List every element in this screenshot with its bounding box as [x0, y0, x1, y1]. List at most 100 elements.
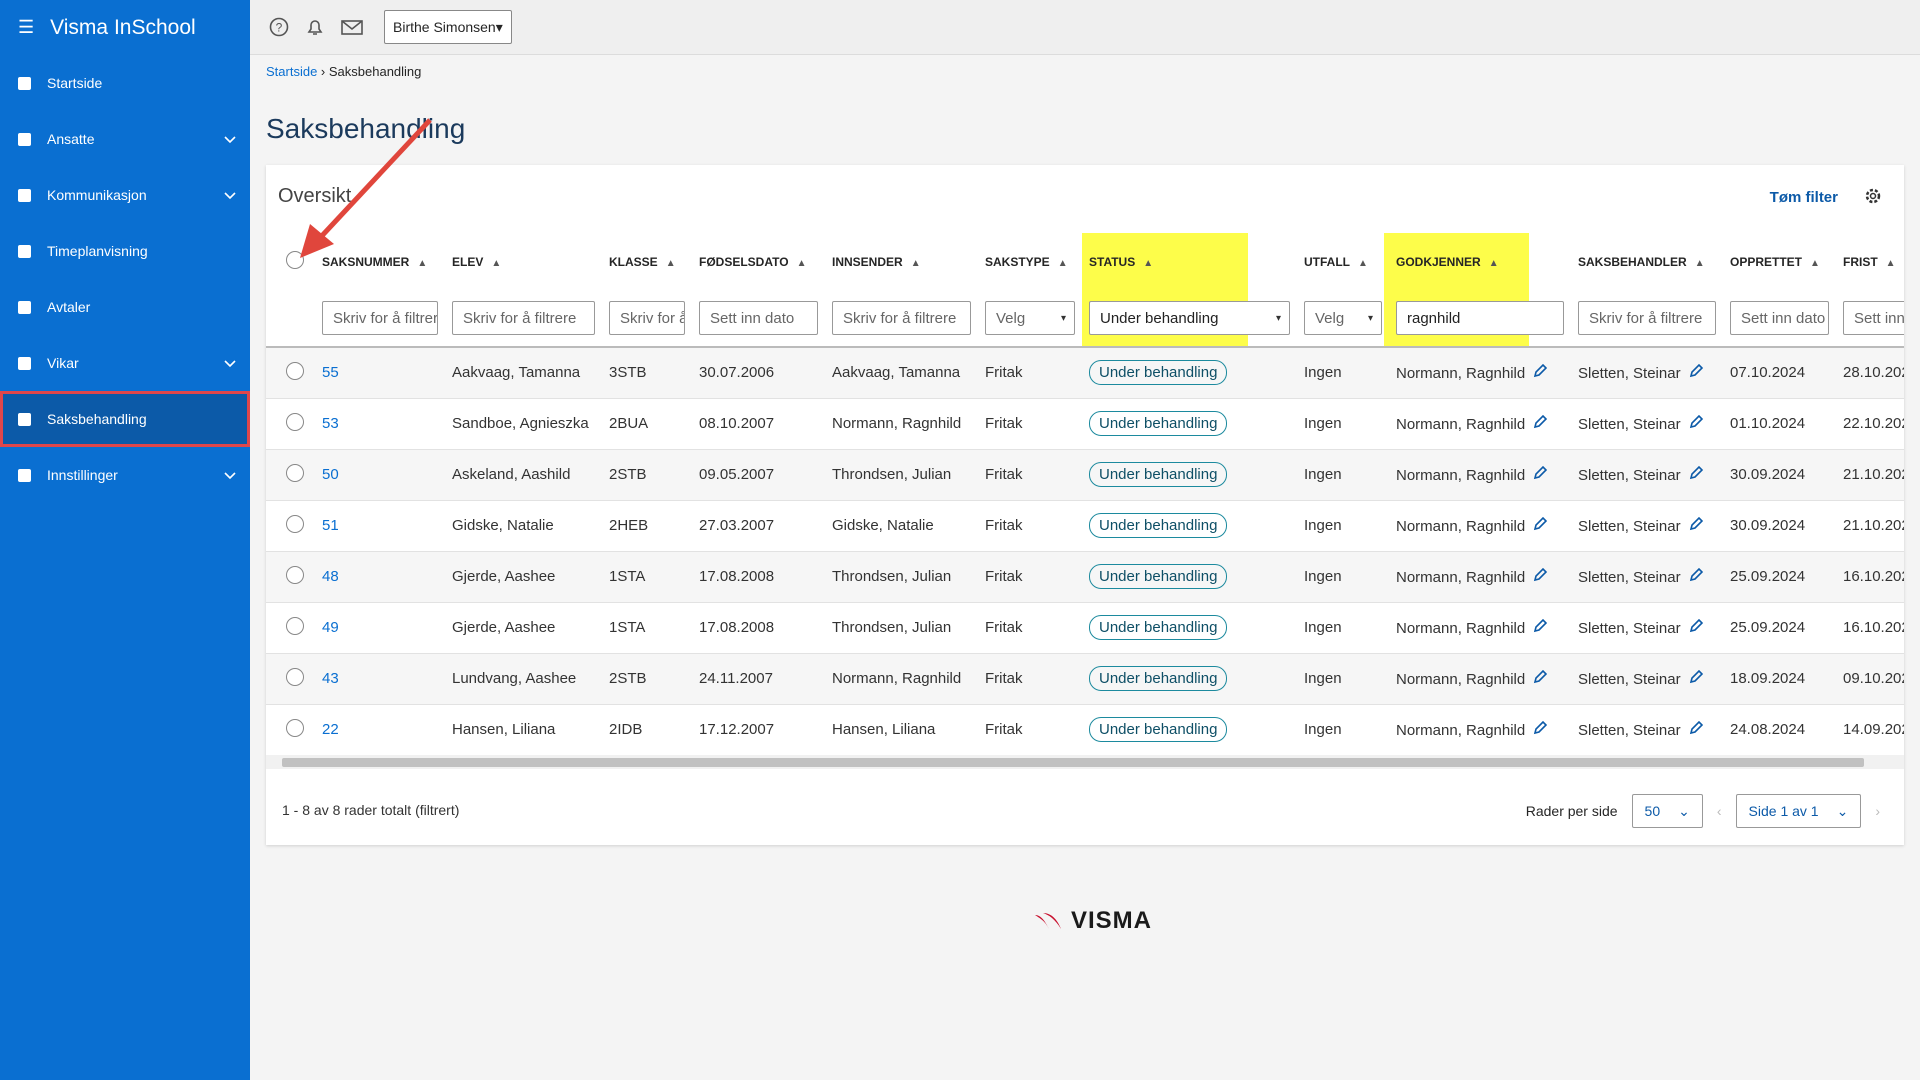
edit-icon[interactable] — [1533, 618, 1548, 637]
table-cell: Normann, Ragnhild — [1390, 653, 1572, 705]
sort-icon: ▲ — [1488, 257, 1499, 269]
row-checkbox[interactable] — [286, 463, 304, 482]
nav-item[interactable]: Vikar — [0, 335, 250, 391]
filter-cell: Skriv for å filtrere — [446, 290, 603, 348]
edit-icon[interactable] — [1533, 465, 1548, 484]
filter-input[interactable]: Sett inn dato — [1843, 301, 1904, 335]
table-cell: 2BUA — [603, 398, 693, 450]
column-header[interactable]: ELEV ▲ — [446, 233, 603, 290]
row-checkbox[interactable] — [286, 616, 304, 635]
filter-text: Skriv for å filtrere — [333, 309, 438, 327]
filter-input[interactable]: Skriv for å filtrere — [322, 301, 438, 335]
row-checkbox[interactable] — [286, 565, 304, 584]
cell-text: Throndsen, Julian — [832, 466, 952, 483]
filter-text: ragnhild — [1407, 309, 1461, 327]
filter-input[interactable]: Under behandling ▾ — [1089, 301, 1290, 335]
edit-icon[interactable] — [1689, 414, 1703, 433]
table-cell: Ingen — [1298, 602, 1390, 654]
filter-input[interactable]: Sett inn dato — [1730, 301, 1829, 335]
case-number[interactable]: 51 — [322, 517, 339, 534]
help-icon[interactable]: ? — [268, 16, 290, 38]
cell-text: Aakvaag, Tamanna — [832, 364, 961, 382]
cell-text: Ingen — [1304, 670, 1342, 687]
page-title: Saksbehandling — [266, 113, 466, 144]
nav-item[interactable]: Ansatte — [0, 111, 250, 167]
column-header[interactable]: SAKSTYPE ▲ — [979, 233, 1083, 290]
row-checkbox[interactable] — [286, 718, 304, 737]
row-checkbox[interactable] — [286, 667, 304, 686]
table-cell: Lundvang, Aashee — [446, 653, 603, 705]
case-number[interactable]: 48 — [322, 568, 339, 585]
edit-icon[interactable] — [1689, 465, 1703, 484]
edit-icon[interactable] — [1533, 720, 1548, 739]
edit-icon[interactable] — [1689, 618, 1703, 637]
scrollbar[interactable] — [266, 755, 1904, 769]
filter-input[interactable]: ragnhild — [1396, 301, 1564, 335]
sort-icon: ▲ — [1810, 257, 1820, 269]
user-menu[interactable]: Birthe Simonsen ▾ — [384, 10, 512, 44]
nav-item[interactable]: Innstillinger — [0, 447, 250, 503]
select-cell — [266, 398, 316, 450]
filter-input[interactable]: Velg ▾ — [1304, 301, 1382, 335]
edit-icon[interactable] — [1533, 516, 1548, 535]
brand: ☰ Visma InSchool — [18, 15, 196, 39]
nav-item[interactable]: Startside — [0, 55, 250, 111]
case-number[interactable]: 55 — [322, 364, 339, 382]
cell-text: Fritak — [985, 568, 1023, 585]
edit-icon[interactable] — [1689, 363, 1703, 382]
select-all[interactable] — [286, 251, 304, 269]
filter-input[interactable]: Skriv for å filtrere — [609, 301, 685, 335]
table-cell: Normann, Ragnhild — [1390, 347, 1572, 399]
clear-filter[interactable]: Tøm filter — [1769, 189, 1838, 206]
cell-text: Fritak — [985, 517, 1023, 534]
filter-input[interactable]: Skriv for å filtrere — [452, 301, 595, 335]
mail-icon[interactable] — [340, 16, 364, 38]
rows-per-page-select[interactable]: 50 ⌄ — [1631, 794, 1703, 828]
filter-input[interactable]: Skriv for å filtrere — [1578, 301, 1716, 335]
select-cell — [266, 551, 316, 603]
column-header[interactable]: SAKSBEHANDLER ▲ — [1572, 233, 1724, 290]
table-cell: Under behandling — [1083, 602, 1298, 654]
column-header[interactable]: INNSENDER ▲ — [826, 233, 979, 290]
column-header[interactable]: GODKJENNER ▲ — [1390, 233, 1572, 290]
row-checkbox[interactable] — [286, 412, 304, 431]
edit-icon[interactable] — [1533, 363, 1548, 382]
column-header[interactable]: STATUS ▲ — [1083, 233, 1298, 290]
edit-icon[interactable] — [1689, 516, 1703, 535]
nav-item[interactable]: Avtaler — [0, 279, 250, 335]
table-cell: Ingen — [1298, 551, 1390, 603]
edit-icon[interactable] — [1533, 414, 1548, 433]
filter-input[interactable]: Velg ▾ — [985, 301, 1075, 335]
column-header[interactable]: SAKSNUMMER ▲ — [316, 233, 446, 290]
case-number[interactable]: 22 — [322, 721, 339, 738]
case-number[interactable]: 53 — [322, 415, 339, 432]
row-checkbox[interactable] — [286, 361, 304, 380]
edit-icon[interactable] — [1533, 669, 1548, 688]
filter-input[interactable]: Skriv for å filtrere — [832, 301, 971, 335]
edit-icon[interactable] — [1689, 669, 1703, 688]
bell-icon[interactable] — [304, 16, 326, 38]
breadcrumb-link[interactable]: Startside — [266, 64, 318, 79]
filter-input[interactable]: Sett inn dato — [699, 301, 818, 335]
column-header[interactable]: FRIST ▲ — [1837, 233, 1904, 290]
nav-item[interactable]: Kommunikasjon — [0, 167, 250, 223]
edit-icon[interactable] — [1689, 567, 1703, 586]
case-number[interactable]: 49 — [322, 619, 339, 636]
case-number[interactable]: 50 — [322, 466, 339, 483]
cell-text: 3STB — [609, 364, 647, 382]
row-checkbox[interactable] — [286, 514, 304, 533]
edit-icon[interactable] — [1533, 567, 1548, 586]
column-header[interactable]: FØDSELSDATO ▲ — [693, 233, 826, 290]
table-row: 50 Askeland, Aashild 2STB 09.05.2007 Thronds… — [266, 449, 1904, 501]
cell-text: Normann, Ragnhild — [1396, 364, 1526, 382]
column-header[interactable]: UTFALL ▲ — [1298, 233, 1390, 290]
nav-item[interactable]: Timeplanvisning — [0, 223, 250, 279]
settings-icon[interactable] — [1864, 187, 1882, 205]
nav-item[interactable]: Saksbehandling — [0, 391, 250, 447]
case-number[interactable]: 43 — [322, 670, 339, 687]
column-header[interactable]: KLASSE ▲ — [603, 233, 693, 290]
edit-icon[interactable] — [1689, 720, 1703, 739]
page-select[interactable]: Side 1 av 1 ⌄ — [1735, 794, 1862, 828]
column-header[interactable]: OPPRETTET ▲ — [1724, 233, 1837, 290]
